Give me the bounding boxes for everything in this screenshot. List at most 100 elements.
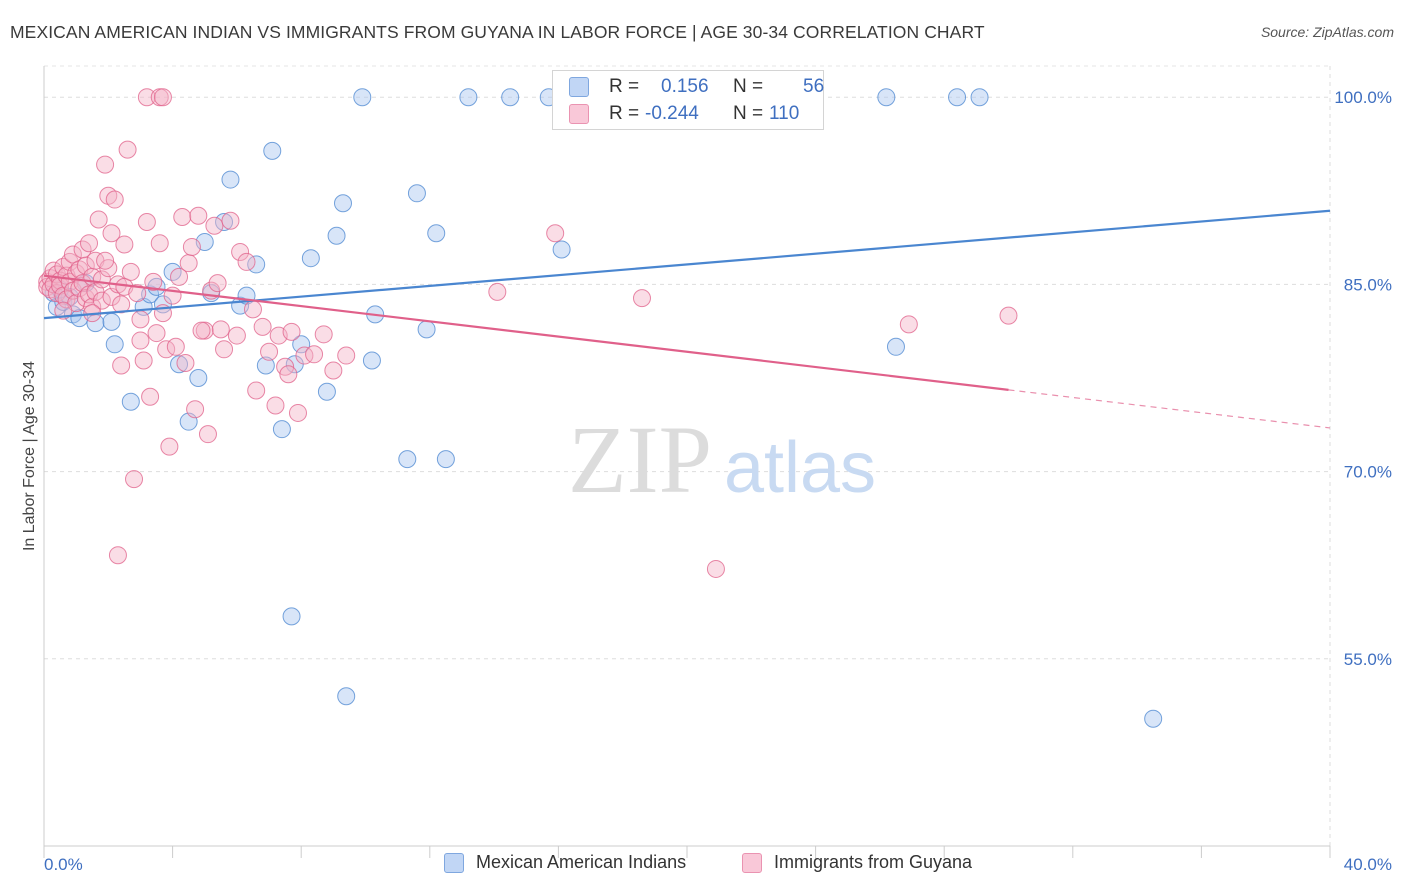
r-label: R =	[609, 103, 640, 124]
r-label: R =	[609, 76, 640, 97]
data-point	[128, 284, 147, 303]
data-point	[243, 300, 262, 319]
y-tick-label: 55.0%	[1344, 650, 1392, 669]
data-point	[362, 351, 381, 370]
data-point	[170, 267, 189, 286]
data-point	[208, 274, 227, 293]
watermark: ZIP atlas	[568, 406, 876, 513]
data-point	[337, 687, 356, 706]
data-point	[80, 234, 99, 253]
stats-legend: R = 0.156 N = 56 R = -0.244 N = 110	[552, 70, 824, 130]
data-points	[38, 88, 1163, 728]
data-point	[221, 170, 240, 189]
data-point	[317, 382, 336, 401]
data-point	[231, 242, 250, 261]
data-point	[54, 301, 73, 320]
pink-swatch	[742, 852, 762, 873]
data-point	[83, 297, 102, 316]
x-tick-label: 40.0%	[1344, 855, 1392, 874]
data-point	[63, 245, 82, 264]
data-point	[272, 420, 291, 439]
data-point	[546, 224, 565, 243]
data-point	[96, 155, 115, 174]
data-point	[337, 346, 356, 365]
legend-label: Immigrants from Guyana	[774, 852, 973, 872]
data-point	[948, 88, 967, 107]
data-point	[877, 88, 896, 107]
data-point	[327, 226, 346, 245]
data-point	[115, 235, 134, 254]
data-point	[102, 224, 121, 243]
data-point	[182, 237, 201, 256]
data-point	[131, 331, 150, 350]
data-point	[282, 607, 301, 626]
trend-line-dashed	[1008, 389, 1331, 429]
source-label: Source: ZipAtlas.com	[1260, 24, 1394, 40]
data-point	[899, 315, 918, 334]
data-point	[144, 272, 163, 291]
data-point	[137, 213, 156, 231]
data-point	[501, 88, 520, 107]
pink-r-value: -0.244	[645, 103, 699, 124]
data-point	[459, 88, 478, 107]
data-point	[211, 320, 230, 339]
data-point	[407, 184, 426, 203]
data-point	[488, 282, 507, 301]
legend-label: Mexican American Indians	[476, 852, 687, 872]
data-point	[886, 337, 905, 356]
stats-row-pink: R = -0.244 N = 110	[553, 100, 825, 128]
data-point	[102, 312, 121, 331]
data-point	[301, 249, 320, 268]
data-point	[247, 381, 266, 400]
x-tick-label: 0.0%	[44, 855, 83, 874]
data-point	[108, 546, 127, 565]
axes	[43, 66, 1331, 858]
data-point	[166, 337, 185, 356]
data-point	[131, 310, 150, 329]
data-point	[205, 216, 224, 235]
data-point	[253, 317, 272, 336]
bottom-legend: Mexican American Indians Immigrants from…	[0, 850, 1406, 880]
x-tick-labels: 0.0% 40.0%	[44, 855, 1392, 874]
data-point	[227, 326, 246, 345]
stats-row-blue: R = 0.156 N = 56	[553, 73, 825, 101]
data-point	[105, 190, 124, 209]
trend-lines	[43, 209, 1331, 429]
data-point	[92, 291, 111, 310]
trend-line-solid	[43, 274, 1009, 391]
blue-swatch	[569, 77, 589, 97]
y-tick-labels: 55.0% 70.0% 85.0% 100.0%	[1334, 88, 1392, 669]
data-point	[215, 340, 234, 359]
data-point	[260, 342, 279, 361]
data-point	[141, 387, 160, 406]
data-point	[353, 88, 372, 107]
watermark-zip: ZIP	[568, 406, 712, 513]
data-point	[186, 400, 205, 419]
data-point	[215, 213, 234, 231]
data-point	[632, 289, 651, 308]
blue-swatch	[444, 852, 464, 873]
data-point	[134, 351, 153, 370]
data-point	[198, 425, 217, 444]
data-point	[170, 355, 189, 374]
data-point	[266, 396, 285, 415]
data-point	[137, 88, 156, 107]
data-point	[173, 208, 192, 227]
data-point	[150, 234, 169, 253]
y-tick-label: 85.0%	[1344, 275, 1392, 294]
pink-swatch	[569, 104, 589, 124]
data-point	[282, 322, 301, 341]
data-point	[706, 559, 725, 578]
legend-item-mexican-american-indians[interactable]: Mexican American Indians	[444, 852, 686, 873]
pink-n-value: 110	[769, 103, 800, 124]
legend-item-immigrants-from-guyana[interactable]: Immigrants from Guyana	[742, 852, 972, 873]
data-point	[552, 240, 571, 259]
data-point	[153, 88, 172, 107]
data-point	[324, 361, 343, 380]
series-mexican-american-indians	[44, 88, 1163, 728]
data-point	[176, 354, 195, 373]
data-point	[1144, 709, 1163, 728]
data-point	[96, 251, 115, 270]
data-point	[256, 356, 275, 375]
